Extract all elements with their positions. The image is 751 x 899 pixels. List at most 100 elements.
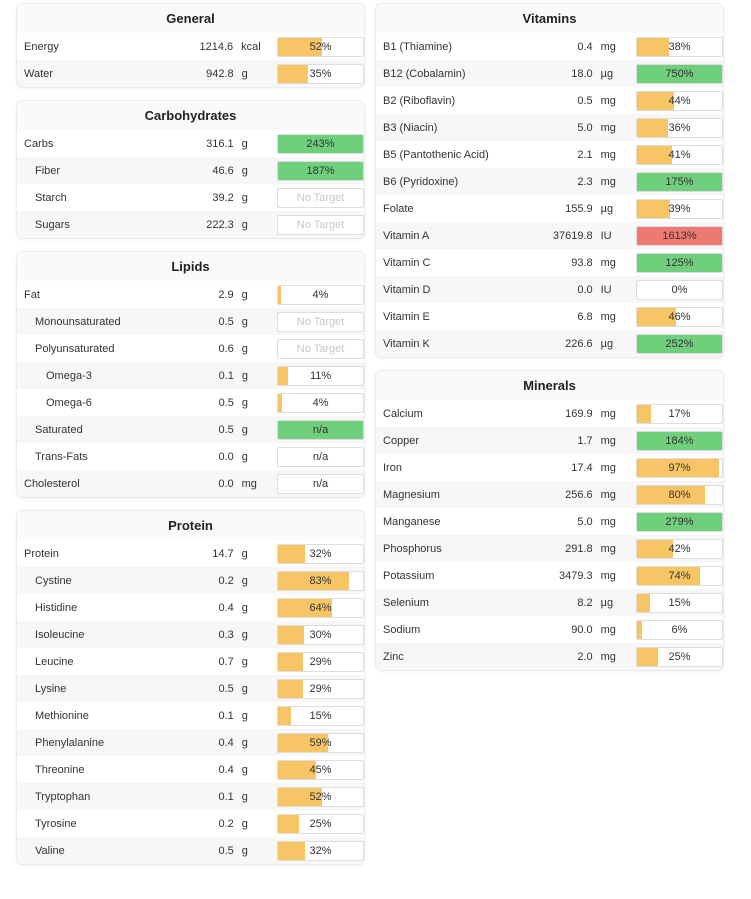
target-percent-label: 59%: [309, 736, 332, 749]
nutrient-amount: 1.7: [577, 434, 593, 447]
panel-title-lipids: Lipids: [17, 252, 364, 281]
nutrient-unit: g: [241, 369, 249, 382]
target-progress-bar: 42%: [635, 538, 723, 559]
nutrient-unit: g: [241, 736, 248, 749]
target-progress-bar: 44%: [635, 90, 723, 111]
nutrient-row: Fiber 46.6 g 187%: [17, 157, 364, 184]
target-percent-label: 41%: [668, 148, 691, 161]
nutrient-amount: 6.8: [577, 310, 593, 323]
target-percent-label: No Target: [296, 342, 345, 355]
nutrient-amount: 0.2: [218, 817, 234, 830]
target-progress-fill: [636, 145, 672, 164]
target-percent-label: 17%: [668, 407, 691, 420]
panel-rows: B1 (Thiamine) 0.4 mg 38% B12 (Cobalamin)…: [376, 33, 723, 357]
target-progress-bar: 0%: [635, 279, 723, 300]
panel-general: General Energy 1214.6 kcal 52% Water 942…: [17, 4, 364, 87]
panel-minerals: Minerals Calcium 169.9 mg 17% Copper 1.7…: [376, 371, 723, 670]
panel-title-vitamins: Vitamins: [376, 4, 723, 33]
target-percent-label: No Target: [296, 315, 345, 328]
nutrient-amount: 37619.8: [552, 229, 593, 242]
nutrient-unit: g: [241, 682, 248, 695]
panel-title-protein: Protein: [17, 511, 364, 540]
target-progress-fill: [636, 458, 720, 477]
target-progress-bar: 750%: [635, 63, 723, 84]
target-progress-fill: [636, 118, 668, 137]
nutrient-unit: mg: [600, 515, 616, 528]
nutrient-amount: 17.4: [571, 461, 593, 474]
nutrient-name: Vitamin A: [383, 229, 430, 242]
target-percent-label: 11%: [310, 369, 332, 382]
target-percent-label: No Target: [296, 218, 345, 231]
nutrient-unit: mg: [600, 542, 616, 555]
nutrient-name: Phosphorus: [383, 542, 442, 555]
nutrient-name: Vitamin C: [383, 256, 431, 269]
panel-carbohydrates: Carbohydrates Carbs 316.1 g 243% Fiber 4…: [17, 101, 364, 238]
nutrient-unit: g: [241, 628, 248, 641]
target-progress-bar: 15%: [635, 592, 723, 613]
nutrient-amount: 0.7: [218, 655, 234, 668]
nutrient-unit: g: [241, 817, 248, 830]
target-progress-fill: [278, 37, 323, 56]
target-percent-label: 45%: [309, 763, 332, 776]
nutrient-unit: kcal: [241, 40, 261, 53]
nutrient-amount: 2.9: [218, 288, 234, 301]
nutrient-name: Carbs: [24, 137, 54, 150]
target-progress-fill: [636, 37, 670, 56]
target-percent-label: 39%: [668, 202, 691, 215]
nutrient-row: Sodium 90.0 mg 6%: [376, 616, 723, 643]
nutrient-unit: IU: [600, 283, 612, 296]
nutrient-unit: g: [241, 315, 248, 328]
nutrient-name: Manganese: [383, 515, 441, 528]
nutrient-unit: g: [241, 423, 248, 436]
nutrient-row: Iron 17.4 mg 97%: [376, 454, 723, 481]
nutrient-row: Tryptophan 0.1 g 52%: [17, 783, 364, 810]
target-progress-fill: [277, 544, 306, 563]
nutrient-unit: mg: [600, 461, 616, 474]
nutrient-unit: g: [241, 396, 249, 409]
nutrient-unit: mg: [600, 256, 616, 269]
nutrient-unit: mg: [600, 650, 616, 663]
target-progress-fill: [278, 760, 317, 779]
target-percent-label: n/a: [312, 423, 329, 436]
target-progress-bar: 29%: [277, 651, 364, 672]
target-progress-bar: 1613%: [635, 225, 723, 246]
target-percent-label: 279%: [665, 515, 694, 528]
nutrient-row: Water 942.8 g 35%: [17, 60, 364, 87]
target-percent-label: 35%: [309, 67, 332, 80]
target-progress-bar: 32%: [277, 840, 364, 861]
nutrient-amount: 14.7: [212, 547, 234, 560]
nutrient-amount: 0.1: [218, 790, 234, 803]
target-progress-bar: 125%: [635, 252, 723, 273]
nutrient-amount: 5.0: [577, 515, 593, 528]
nutrient-name: Histidine: [35, 601, 78, 614]
nutrient-unit: mg: [241, 477, 257, 490]
nutrient-row: Magnesium 256.6 mg 80%: [376, 481, 723, 508]
target-progress-fill: [278, 787, 323, 806]
nutrient-name: Omega-6: [46, 396, 92, 409]
target-percent-label: 25%: [668, 650, 691, 663]
target-percent-label: 125%: [665, 256, 694, 269]
nutrient-unit: mg: [600, 148, 616, 161]
nutrient-unit: mg: [600, 407, 616, 420]
nutrient-unit: µg: [600, 596, 614, 609]
nutrient-unit: µg: [600, 67, 614, 80]
target-progress-bar: 80%: [635, 484, 723, 505]
target-percent-label: 29%: [309, 682, 332, 695]
nutrient-amount: 0.5: [218, 396, 234, 409]
nutrient-unit: g: [241, 164, 248, 177]
target-progress-bar: 25%: [277, 813, 364, 834]
nutrient-name: B12 (Cobalamin): [383, 67, 466, 80]
nutrient-amount: 18.0: [571, 67, 593, 80]
target-percent-label: 46%: [668, 310, 691, 323]
target-progress-bar: No Target: [277, 311, 364, 332]
nutrient-row: B1 (Thiamine) 0.4 mg 38%: [376, 33, 723, 60]
target-percent-label: 750%: [665, 67, 694, 80]
nutrient-name: Cystine: [35, 574, 72, 587]
nutrient-unit: g: [241, 67, 248, 80]
nutrient-row: Vitamin E 6.8 mg 46%: [376, 303, 723, 330]
target-progress-bar: 41%: [635, 144, 723, 165]
target-percent-label: 4%: [312, 288, 329, 301]
target-progress-bar: No Target: [277, 214, 364, 235]
target-percent-label: 25%: [309, 817, 332, 830]
nutrient-row: Polyunsaturated 0.6 g No Target: [17, 335, 364, 362]
